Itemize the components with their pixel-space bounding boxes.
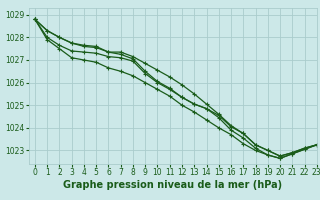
X-axis label: Graphe pression niveau de la mer (hPa): Graphe pression niveau de la mer (hPa) <box>63 180 282 190</box>
